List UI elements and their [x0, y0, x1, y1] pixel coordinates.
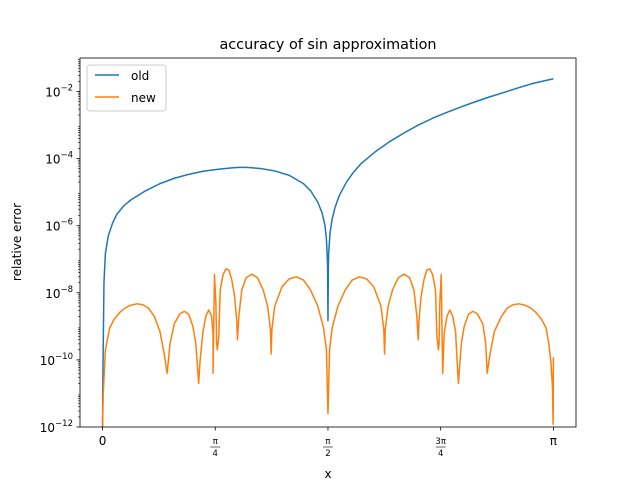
chart-title: accuracy of sin approximation	[219, 37, 436, 53]
legend-label-new: new	[131, 91, 156, 105]
legend-box	[86, 64, 167, 112]
x-tick-label-denominator: 4	[213, 449, 218, 459]
y-tick-label: 10−8	[45, 285, 73, 301]
x-axis-label: x	[324, 467, 331, 480]
x-tick-label: π4	[210, 437, 221, 459]
y-axis: 10−12 10−10 10−8 10−6 10−4 10−2	[40, 59, 80, 435]
x-tick-label: π	[550, 434, 557, 448]
y-axis-label: relative error	[10, 203, 24, 281]
y-tick-label: 10−12	[40, 419, 73, 435]
legend-label-old: old	[131, 69, 149, 83]
x-tick-label-numerator: 3π	[435, 437, 446, 447]
x-tick-label-numerator: π	[325, 437, 330, 447]
y-tick-label: 10−10	[40, 352, 73, 368]
series-layer	[101, 78, 555, 427]
legend: old new	[86, 64, 167, 112]
y-tick-label: 10−4	[45, 151, 73, 167]
series-line-old	[101, 78, 554, 427]
x-tick-label-denominator: 4	[438, 449, 443, 459]
x-tick-label: π2	[322, 437, 333, 459]
x-tick-label-numerator: π	[213, 437, 218, 447]
y-tick-label: 10−6	[45, 218, 73, 234]
y-tick-label: 10−2	[45, 84, 73, 100]
series-line-new	[101, 268, 555, 427]
x-tick-label: 3π4	[435, 437, 446, 459]
x-tick-label: 0	[99, 434, 107, 448]
x-tick-label-denominator: 2	[325, 449, 330, 459]
